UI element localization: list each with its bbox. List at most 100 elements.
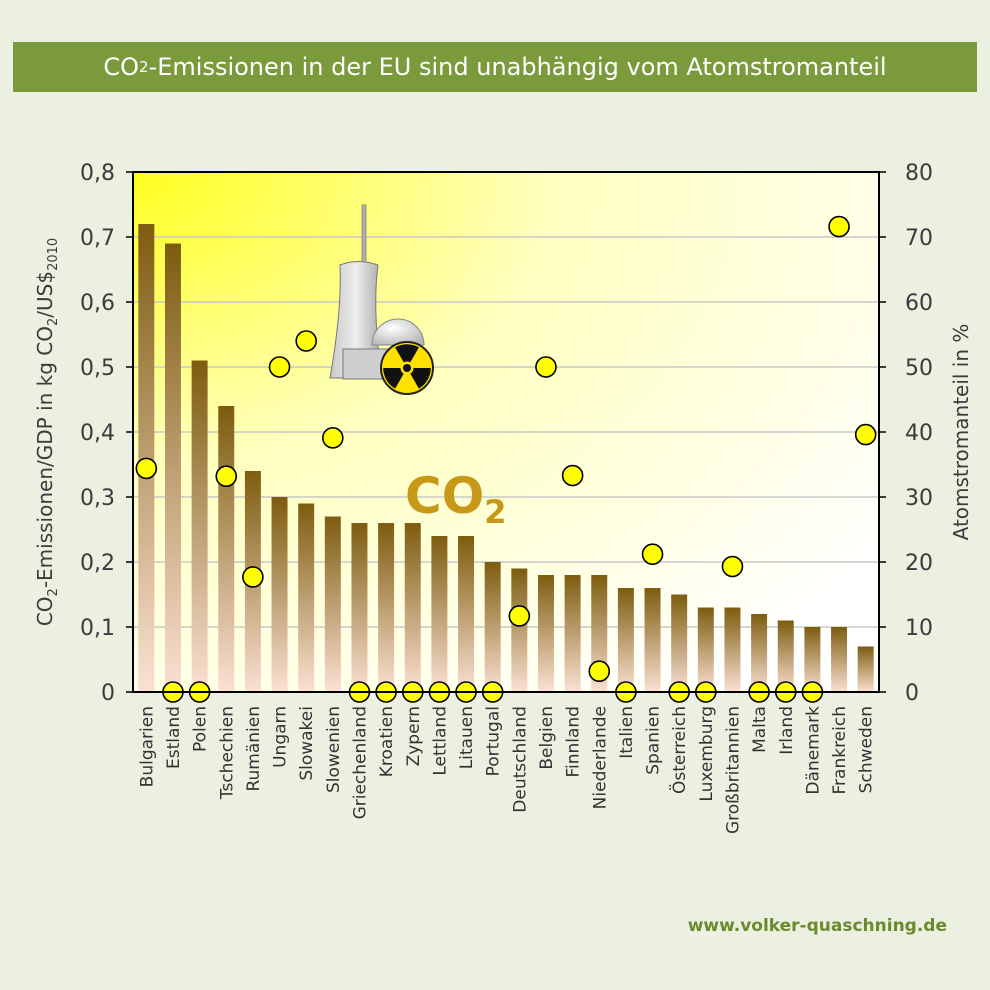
bar	[484, 562, 501, 692]
right-tick-label: 80	[905, 161, 933, 186]
category-label: Irland	[777, 706, 797, 755]
category-label: Schweden	[857, 706, 877, 793]
bar	[564, 575, 581, 692]
bar	[511, 568, 528, 692]
right-tick-label: 30	[905, 486, 933, 511]
scatter-point	[828, 215, 850, 238]
bar	[404, 523, 421, 692]
co2-watermark: CO2	[405, 467, 506, 531]
category-label: Litauen	[457, 706, 477, 769]
scatter-point	[588, 660, 611, 683]
bar	[804, 627, 821, 692]
category-label: Portugal	[484, 706, 504, 776]
scatter-point	[322, 427, 344, 449]
left-axis-title-part: CO	[33, 596, 57, 626]
bar	[777, 620, 794, 692]
left-tick-label: 0,8	[80, 161, 115, 186]
bar	[324, 516, 341, 692]
bar	[644, 588, 661, 692]
left-axis-title-part: 2	[46, 318, 61, 326]
bar	[271, 497, 288, 692]
co2-watermark-sub: 2	[484, 493, 506, 531]
scatter-point	[535, 356, 557, 378]
right-axis-title: Atomstromanteil in %	[949, 324, 973, 541]
category-label: Niederlande	[590, 706, 610, 809]
category-label: Österreich	[668, 706, 690, 794]
category-label: Italien	[617, 706, 637, 759]
bar	[831, 627, 848, 692]
right-tick-label: 0	[905, 681, 919, 706]
category-label: Bulgarien	[137, 706, 157, 787]
bar	[671, 594, 688, 692]
co2-watermark-co: CO	[405, 467, 484, 525]
bar	[191, 360, 208, 692]
category-label: Estland	[164, 706, 184, 769]
left-tick-label: 0,5	[80, 356, 115, 381]
right-axis-ticks: 0 10 20 30 40 50 60 70 80	[879, 161, 933, 706]
left-tick-label: 0,6	[80, 291, 115, 316]
left-tick-label: 0,4	[80, 421, 115, 446]
bar	[537, 575, 554, 692]
left-tick-label: 0,2	[80, 551, 115, 576]
category-label: Deutschland	[510, 706, 530, 813]
scatter-point	[641, 543, 664, 566]
category-label: Griechenland	[350, 706, 370, 819]
radiation-icon	[380, 341, 434, 395]
category-label: Slowenien	[324, 706, 344, 793]
left-axis-title-part: 2010	[46, 238, 61, 271]
bar	[164, 243, 181, 692]
left-axis-ticks: 0 0,1 0,2 0,3 0,4 0,5 0,6 0,7 0,8	[80, 161, 133, 706]
left-axis-title-part: -Emissionen/GDP in kg CO	[33, 326, 57, 588]
bar	[298, 503, 315, 692]
category-label: Ungarn	[271, 706, 291, 768]
right-tick-label: 20	[905, 551, 933, 576]
nuclear-plant-icon	[329, 204, 425, 380]
title-suffix: -Emissionen in der EU sind unabhängig vo…	[148, 53, 887, 81]
bar	[431, 536, 448, 692]
footer-url[interactable]: www.volker-quaschning.de	[687, 916, 947, 936]
title-subscript: 2	[139, 58, 149, 76]
bar	[697, 607, 714, 692]
category-label: Rumänien	[244, 706, 264, 792]
bar	[724, 607, 741, 692]
category-label: Frankreich	[830, 706, 850, 795]
category-labels: Bulgarien Estland Polen Tschechien Rumänien U…	[137, 706, 876, 834]
right-tick-label: 70	[905, 226, 933, 251]
scatter-point	[268, 356, 291, 378]
scatter-point	[508, 605, 531, 627]
category-label: Slowakei	[297, 706, 317, 781]
category-label: Tschechien	[217, 706, 237, 800]
bar-series	[138, 224, 874, 692]
bar	[617, 588, 634, 692]
bar	[751, 614, 768, 692]
left-tick-label: 0	[101, 681, 115, 706]
bar	[351, 523, 368, 692]
scatter-point	[295, 330, 317, 352]
scatter-point	[721, 555, 744, 578]
left-tick-label: 0,1	[80, 616, 115, 641]
scatter-point	[242, 566, 264, 588]
chart-title: CO 2 -Emissionen in der EU sind unabhängig…	[13, 42, 977, 92]
category-label: Belgien	[537, 706, 557, 770]
right-tick-label: 60	[905, 291, 933, 316]
left-axis-title: CO2-Emissionen/GDP in kg CO2/US$2010	[33, 238, 61, 626]
bar	[218, 406, 235, 692]
right-tick-label: 40	[905, 421, 933, 446]
category-label: Spanien	[644, 706, 664, 775]
scatter-point	[854, 423, 877, 446]
left-tick-label: 0,3	[80, 486, 115, 511]
bar	[378, 523, 395, 692]
category-label: Dänemark	[803, 706, 823, 795]
title-prefix: CO	[103, 53, 140, 81]
category-label: Zypern	[404, 706, 424, 766]
left-axis-title-part: 2	[46, 588, 61, 596]
bar	[458, 536, 475, 692]
scatter-point	[561, 464, 584, 487]
right-tick-label: 10	[905, 616, 933, 641]
category-label: Malta	[750, 706, 770, 753]
category-label: Lettland	[430, 706, 450, 776]
left-tick-label: 0,7	[80, 226, 115, 251]
left-axis-title-part: /US$	[33, 271, 57, 318]
category-label: Luxemburg	[697, 706, 717, 802]
